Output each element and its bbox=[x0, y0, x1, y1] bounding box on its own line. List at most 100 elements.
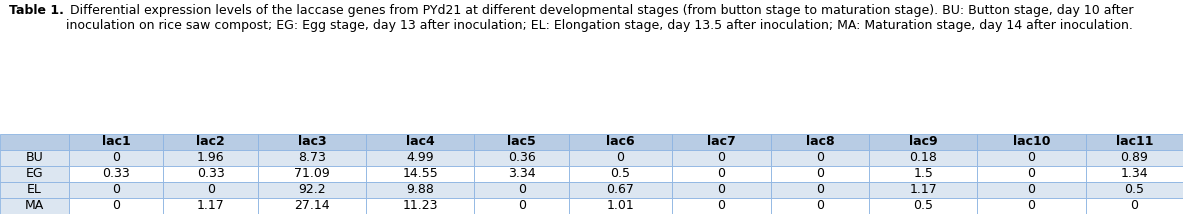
Text: Table 1.: Table 1. bbox=[9, 4, 64, 17]
Bar bbox=[870, 166, 977, 182]
Text: 0: 0 bbox=[717, 183, 725, 196]
Bar bbox=[258, 182, 367, 198]
Text: 9.88: 9.88 bbox=[406, 183, 434, 196]
Text: 0: 0 bbox=[717, 151, 725, 164]
Text: 0: 0 bbox=[717, 199, 725, 213]
Bar bbox=[870, 134, 977, 150]
Text: 0: 0 bbox=[816, 199, 825, 213]
Text: Differential expression levels of the laccase genes from PYd21 at different deve: Differential expression levels of the la… bbox=[66, 4, 1133, 32]
Text: lac3: lac3 bbox=[298, 135, 327, 148]
Text: 0: 0 bbox=[518, 199, 525, 213]
Text: lac10: lac10 bbox=[1013, 135, 1051, 148]
Text: 11.23: 11.23 bbox=[402, 199, 438, 213]
Bar bbox=[163, 182, 258, 198]
Text: 0.67: 0.67 bbox=[607, 183, 634, 196]
Bar bbox=[69, 150, 163, 166]
Text: 0.36: 0.36 bbox=[508, 151, 536, 164]
Text: 0.5: 0.5 bbox=[1124, 183, 1144, 196]
Bar bbox=[367, 150, 474, 166]
Bar bbox=[977, 134, 1086, 150]
Text: 0.18: 0.18 bbox=[910, 151, 937, 164]
Text: lac11: lac11 bbox=[1116, 135, 1153, 148]
Text: 0: 0 bbox=[112, 199, 119, 213]
Bar bbox=[569, 134, 672, 150]
Text: lac4: lac4 bbox=[406, 135, 434, 148]
Text: 1.5: 1.5 bbox=[913, 167, 933, 180]
Text: BU: BU bbox=[25, 151, 43, 164]
Text: 4.99: 4.99 bbox=[407, 151, 434, 164]
Text: 0: 0 bbox=[1130, 199, 1138, 213]
Text: 0: 0 bbox=[616, 151, 625, 164]
Text: 0.33: 0.33 bbox=[196, 167, 225, 180]
Bar bbox=[870, 182, 977, 198]
Bar bbox=[569, 166, 672, 182]
Bar bbox=[672, 166, 770, 182]
Bar bbox=[258, 198, 367, 214]
Bar bbox=[770, 198, 870, 214]
Text: 0: 0 bbox=[717, 167, 725, 180]
Bar bbox=[672, 134, 770, 150]
Text: 0.33: 0.33 bbox=[102, 167, 130, 180]
Bar bbox=[569, 182, 672, 198]
Text: 0: 0 bbox=[112, 183, 119, 196]
Text: 0: 0 bbox=[518, 183, 525, 196]
Text: 0.89: 0.89 bbox=[1120, 151, 1149, 164]
Bar bbox=[163, 150, 258, 166]
Bar bbox=[69, 198, 163, 214]
Text: 0: 0 bbox=[1028, 199, 1035, 213]
Bar bbox=[770, 166, 870, 182]
Bar bbox=[258, 134, 367, 150]
Bar bbox=[672, 182, 770, 198]
Bar bbox=[0, 166, 69, 182]
Text: 0: 0 bbox=[816, 167, 825, 180]
Bar bbox=[474, 198, 569, 214]
Bar bbox=[770, 182, 870, 198]
Bar bbox=[870, 198, 977, 214]
Text: lac7: lac7 bbox=[707, 135, 736, 148]
Bar bbox=[1086, 134, 1183, 150]
Text: 1.96: 1.96 bbox=[196, 151, 225, 164]
Text: 27.14: 27.14 bbox=[295, 199, 330, 213]
Bar bbox=[1086, 166, 1183, 182]
Bar bbox=[69, 182, 163, 198]
Bar bbox=[977, 166, 1086, 182]
Text: lac9: lac9 bbox=[910, 135, 938, 148]
Bar bbox=[1086, 198, 1183, 214]
Bar bbox=[367, 134, 474, 150]
Text: 0: 0 bbox=[112, 151, 119, 164]
Text: 0: 0 bbox=[816, 151, 825, 164]
Bar bbox=[770, 134, 870, 150]
Text: 0: 0 bbox=[816, 183, 825, 196]
Bar bbox=[367, 166, 474, 182]
Text: lac5: lac5 bbox=[508, 135, 536, 148]
Text: 92.2: 92.2 bbox=[298, 183, 327, 196]
Bar bbox=[1086, 150, 1183, 166]
Text: 1.34: 1.34 bbox=[1120, 167, 1148, 180]
Text: lac2: lac2 bbox=[196, 135, 225, 148]
Text: lac6: lac6 bbox=[606, 135, 635, 148]
Text: 71.09: 71.09 bbox=[295, 167, 330, 180]
Bar bbox=[0, 198, 69, 214]
Text: 8.73: 8.73 bbox=[298, 151, 327, 164]
Bar bbox=[474, 166, 569, 182]
Text: 0.5: 0.5 bbox=[913, 199, 933, 213]
Bar bbox=[367, 198, 474, 214]
Text: lac1: lac1 bbox=[102, 135, 130, 148]
Bar bbox=[0, 150, 69, 166]
Text: lac8: lac8 bbox=[806, 135, 834, 148]
Bar bbox=[258, 166, 367, 182]
Text: EG: EG bbox=[26, 167, 43, 180]
Bar bbox=[163, 198, 258, 214]
Text: 0: 0 bbox=[1028, 167, 1035, 180]
Bar bbox=[672, 198, 770, 214]
Bar bbox=[1086, 182, 1183, 198]
Text: 0.5: 0.5 bbox=[610, 167, 631, 180]
Bar bbox=[367, 182, 474, 198]
Bar bbox=[0, 182, 69, 198]
Bar bbox=[977, 150, 1086, 166]
Text: 1.17: 1.17 bbox=[196, 199, 225, 213]
Bar bbox=[569, 198, 672, 214]
Text: 1.17: 1.17 bbox=[910, 183, 937, 196]
Bar bbox=[69, 166, 163, 182]
Bar bbox=[0, 134, 69, 150]
